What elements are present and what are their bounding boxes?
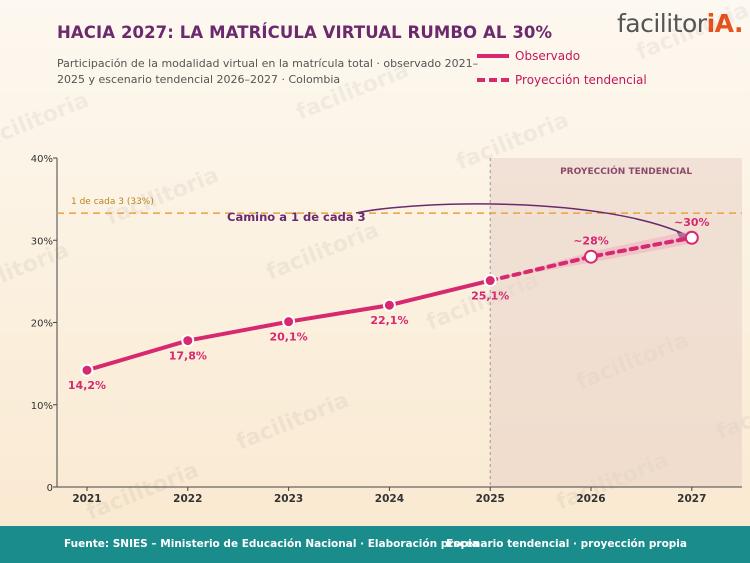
legend-item-observed: Observado xyxy=(477,44,647,68)
projection-region: PROYECCIÓN TENDENCIAL xyxy=(489,158,742,487)
projected-data-point xyxy=(584,249,598,264)
x-tick-label: 2023 xyxy=(274,493,303,505)
watermark-text: facilitoria xyxy=(83,458,203,526)
y-tick-label: 10% xyxy=(31,401,53,412)
reference-line-label: 1 de cada 3 (33%) xyxy=(71,197,154,207)
legend-swatch-dashed xyxy=(477,78,509,82)
x-tick-label: 2022 xyxy=(173,493,202,505)
footer-source: Fuente: SNIES – Ministerio de Educación … xyxy=(64,538,479,550)
watermark-text: facilitoria xyxy=(0,238,73,306)
x-tick-label: 2027 xyxy=(677,493,706,505)
chart-title: HACIA 2027: LA MATRÍCULA VIRTUAL RUMBO A… xyxy=(57,23,553,42)
y-tick-label: 20% xyxy=(31,319,53,330)
data-label: 14,2% xyxy=(68,379,106,392)
legend-label-observed: Observado xyxy=(515,49,581,63)
data-label: 17,8% xyxy=(169,350,207,363)
data-points xyxy=(80,230,699,377)
brand-logo-accent: iA. xyxy=(706,9,744,38)
legend: Observado Proyección tendencial xyxy=(477,44,647,92)
data-label: 25,1% xyxy=(471,290,509,303)
annotation-label: Camino a 1 de cada 3 xyxy=(227,210,366,224)
observed-data-point xyxy=(382,298,396,312)
watermark-text: facilitoria xyxy=(633,0,750,66)
data-labels: 14,2% 17,8% 20,1% 22,1% 25,1% ~28% ~30% xyxy=(68,216,710,392)
data-label: 20,1% xyxy=(270,331,308,344)
observed-data-point xyxy=(181,334,195,348)
watermark-text: facilitoria xyxy=(233,388,353,456)
watermark-text: facilitoria xyxy=(293,58,413,126)
footer-bar: Fuente: SNIES – Ministerio de Educación … xyxy=(0,526,750,563)
y-tick-label: 0 xyxy=(47,483,53,494)
y-tick-label: 30% xyxy=(31,236,53,247)
data-label: ~28% xyxy=(573,235,609,248)
legend-label-projected: Proyección tendencial xyxy=(515,73,647,87)
axes: 0 10% 20% 30% 40% 2021 2022 2023 2024 2025 2026 202… xyxy=(31,154,742,505)
x-tick-label: 2021 xyxy=(72,493,101,505)
x-tick-label: 2025 xyxy=(476,493,505,505)
x-tick-label: 2026 xyxy=(576,493,605,505)
chart-subtitle: Participación de la modalidad virtual en… xyxy=(57,57,479,86)
projected-data-point xyxy=(684,230,699,245)
reference-line-group: 1 de cada 3 (33%) xyxy=(57,197,742,214)
brand-logo: facilitoriA. xyxy=(617,9,743,38)
data-label: ~30% xyxy=(674,216,710,229)
footer-note: Escenario tendencial · proyección propia xyxy=(446,538,687,550)
watermark-text: facilitoria xyxy=(0,88,93,156)
annotation-arrow-line xyxy=(355,203,687,236)
x-tick-label: 2024 xyxy=(375,493,404,505)
watermark-text: facilitoria xyxy=(263,218,383,286)
brand-logo-main: facilitor xyxy=(617,9,707,38)
observed-data-point xyxy=(80,363,94,377)
legend-item-projected: Proyección tendencial xyxy=(477,68,647,92)
y-tick-label: 40% xyxy=(31,154,53,165)
observed-data-point xyxy=(282,315,296,329)
projection-region-fill xyxy=(490,158,742,487)
projection-region-label: PROYECCIÓN TENDENCIAL xyxy=(560,165,692,177)
data-label: 22,1% xyxy=(370,314,408,327)
legend-swatch-solid xyxy=(477,54,509,58)
observed-data-point xyxy=(483,274,497,288)
